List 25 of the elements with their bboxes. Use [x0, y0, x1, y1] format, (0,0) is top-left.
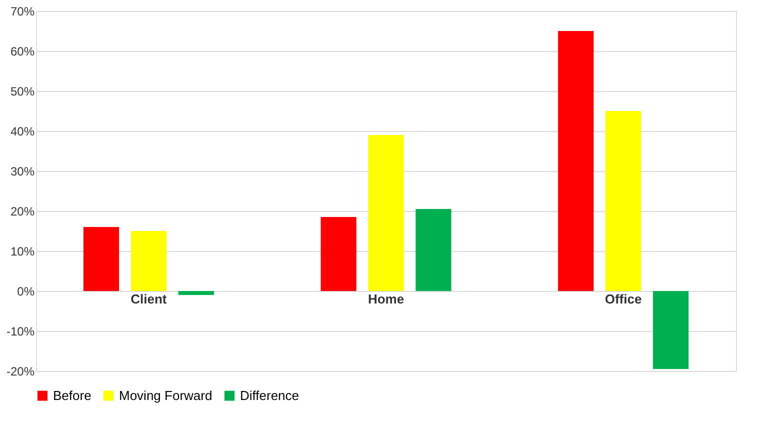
x-tick-label: Office: [604, 292, 642, 306]
legend-label: Before: [53, 388, 92, 403]
bar: [416, 209, 452, 291]
bar: [558, 31, 594, 291]
y-tick-label: 10%: [10, 244, 35, 258]
y-tick-label: 20%: [10, 204, 35, 218]
legend-label: Moving Forward: [119, 388, 212, 403]
y-tick-label: 70%: [10, 4, 35, 18]
y-tick-label: 50%: [10, 84, 35, 98]
bar: [178, 291, 214, 295]
y-tick-label: -20%: [6, 364, 35, 378]
y-tick-label: 40%: [10, 124, 35, 138]
bar: [83, 227, 120, 291]
y-tick-label: 60%: [10, 44, 35, 58]
bar: [368, 135, 404, 291]
y-tick-label: 0%: [17, 284, 35, 298]
legend-label: Difference: [240, 388, 300, 403]
bar: [652, 291, 689, 369]
x-tick-label: Home: [368, 292, 404, 306]
bar: [130, 231, 167, 291]
y-tick-label: 30%: [10, 164, 35, 178]
bar: [320, 217, 356, 291]
y-tick-label: -10%: [6, 324, 35, 338]
bar: [605, 111, 642, 291]
x-tick-label: Client: [130, 292, 168, 306]
